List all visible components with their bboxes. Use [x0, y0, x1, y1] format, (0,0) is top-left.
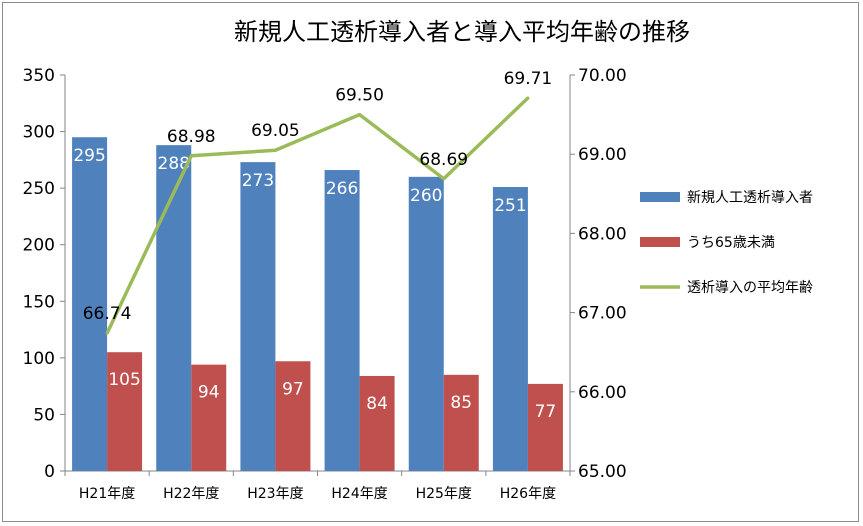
bar-under-65 [527, 383, 563, 471]
right-axis-tick-label: 66.00 [578, 383, 627, 403]
bar-data-label: 85 [450, 393, 472, 413]
bar-new-patients [72, 137, 108, 471]
bar-under-65 [191, 364, 227, 471]
bar-data-label: 295 [73, 146, 105, 166]
line-point [273, 148, 277, 152]
bar-new-patients [492, 187, 528, 472]
bar-under-65 [275, 361, 311, 471]
right-axis-tick-label: 69.00 [578, 145, 627, 165]
line-data-label: 66.74 [83, 304, 132, 324]
x-axis-label: H25年度 [416, 486, 472, 502]
left-axis-tick-label: 100 [23, 349, 55, 369]
bar-data-label: 260 [410, 186, 442, 206]
x-axis-label: H21年度 [79, 486, 135, 502]
line-data-label: 69.05 [251, 121, 300, 141]
legend-label: 透析導入の平均年齢 [687, 280, 813, 296]
bar-under-65 [107, 352, 143, 471]
left-axis-tick-label: 0 [44, 462, 55, 482]
legend-label: うち65歳未満 [687, 235, 775, 251]
bar-data-label: 105 [108, 370, 140, 390]
bar-new-patients [324, 170, 360, 472]
legend-swatch [640, 237, 680, 247]
bar-data-label: 84 [366, 394, 388, 414]
right-axis-tick-label: 70.00 [578, 66, 627, 86]
left-axis-tick-label: 250 [23, 179, 55, 199]
legend-label: 新規人工透析導入者 [687, 190, 813, 206]
left-axis-tick-label: 350 [23, 66, 55, 86]
bar-data-label: 288 [158, 154, 190, 174]
x-axis-label: H24年度 [331, 486, 387, 502]
bar-data-label: 266 [326, 179, 358, 199]
x-axis-label: H23年度 [247, 486, 303, 502]
left-axis-tick-label: 150 [23, 292, 55, 312]
line-data-label: 68.98 [167, 127, 216, 147]
line-average-age [105, 96, 530, 334]
bar-data-label: 77 [535, 402, 557, 422]
bar-data-label: 97 [282, 379, 304, 399]
right-axis-tick-label: 67.00 [578, 304, 627, 324]
bar-data-label: 273 [242, 171, 274, 191]
line-point [526, 96, 530, 100]
x-axis-label: H22年度 [163, 486, 219, 502]
bar-data-label: 251 [494, 196, 526, 216]
bar-under-65 [359, 375, 395, 471]
bar-under-65 [443, 374, 479, 471]
bar-new-patients [408, 176, 444, 472]
left-axis-tick-label: 200 [23, 236, 55, 256]
line-point [358, 113, 362, 117]
line-data-label: 69.71 [504, 69, 553, 89]
chart-title: 新規人工透析導入者と導入平均年齢の推移 [234, 18, 690, 46]
left-axis-tick-label: 50 [33, 405, 55, 425]
right-axis-tick-label: 65.00 [578, 462, 627, 482]
line-point [189, 154, 193, 158]
line-point [105, 331, 109, 335]
x-axis-label: H26年度 [500, 486, 556, 502]
line-data-label: 68.69 [419, 150, 468, 170]
left-axis-tick-label: 300 [23, 123, 55, 143]
line-data-label: 69.50 [335, 86, 384, 106]
line-point [442, 177, 446, 181]
bar-data-label: 94 [198, 383, 220, 403]
bar-new-patients [156, 145, 192, 472]
bar-new-patients [240, 162, 276, 471]
right-axis-tick-label: 68.00 [578, 224, 627, 244]
legend-swatch [640, 192, 680, 202]
